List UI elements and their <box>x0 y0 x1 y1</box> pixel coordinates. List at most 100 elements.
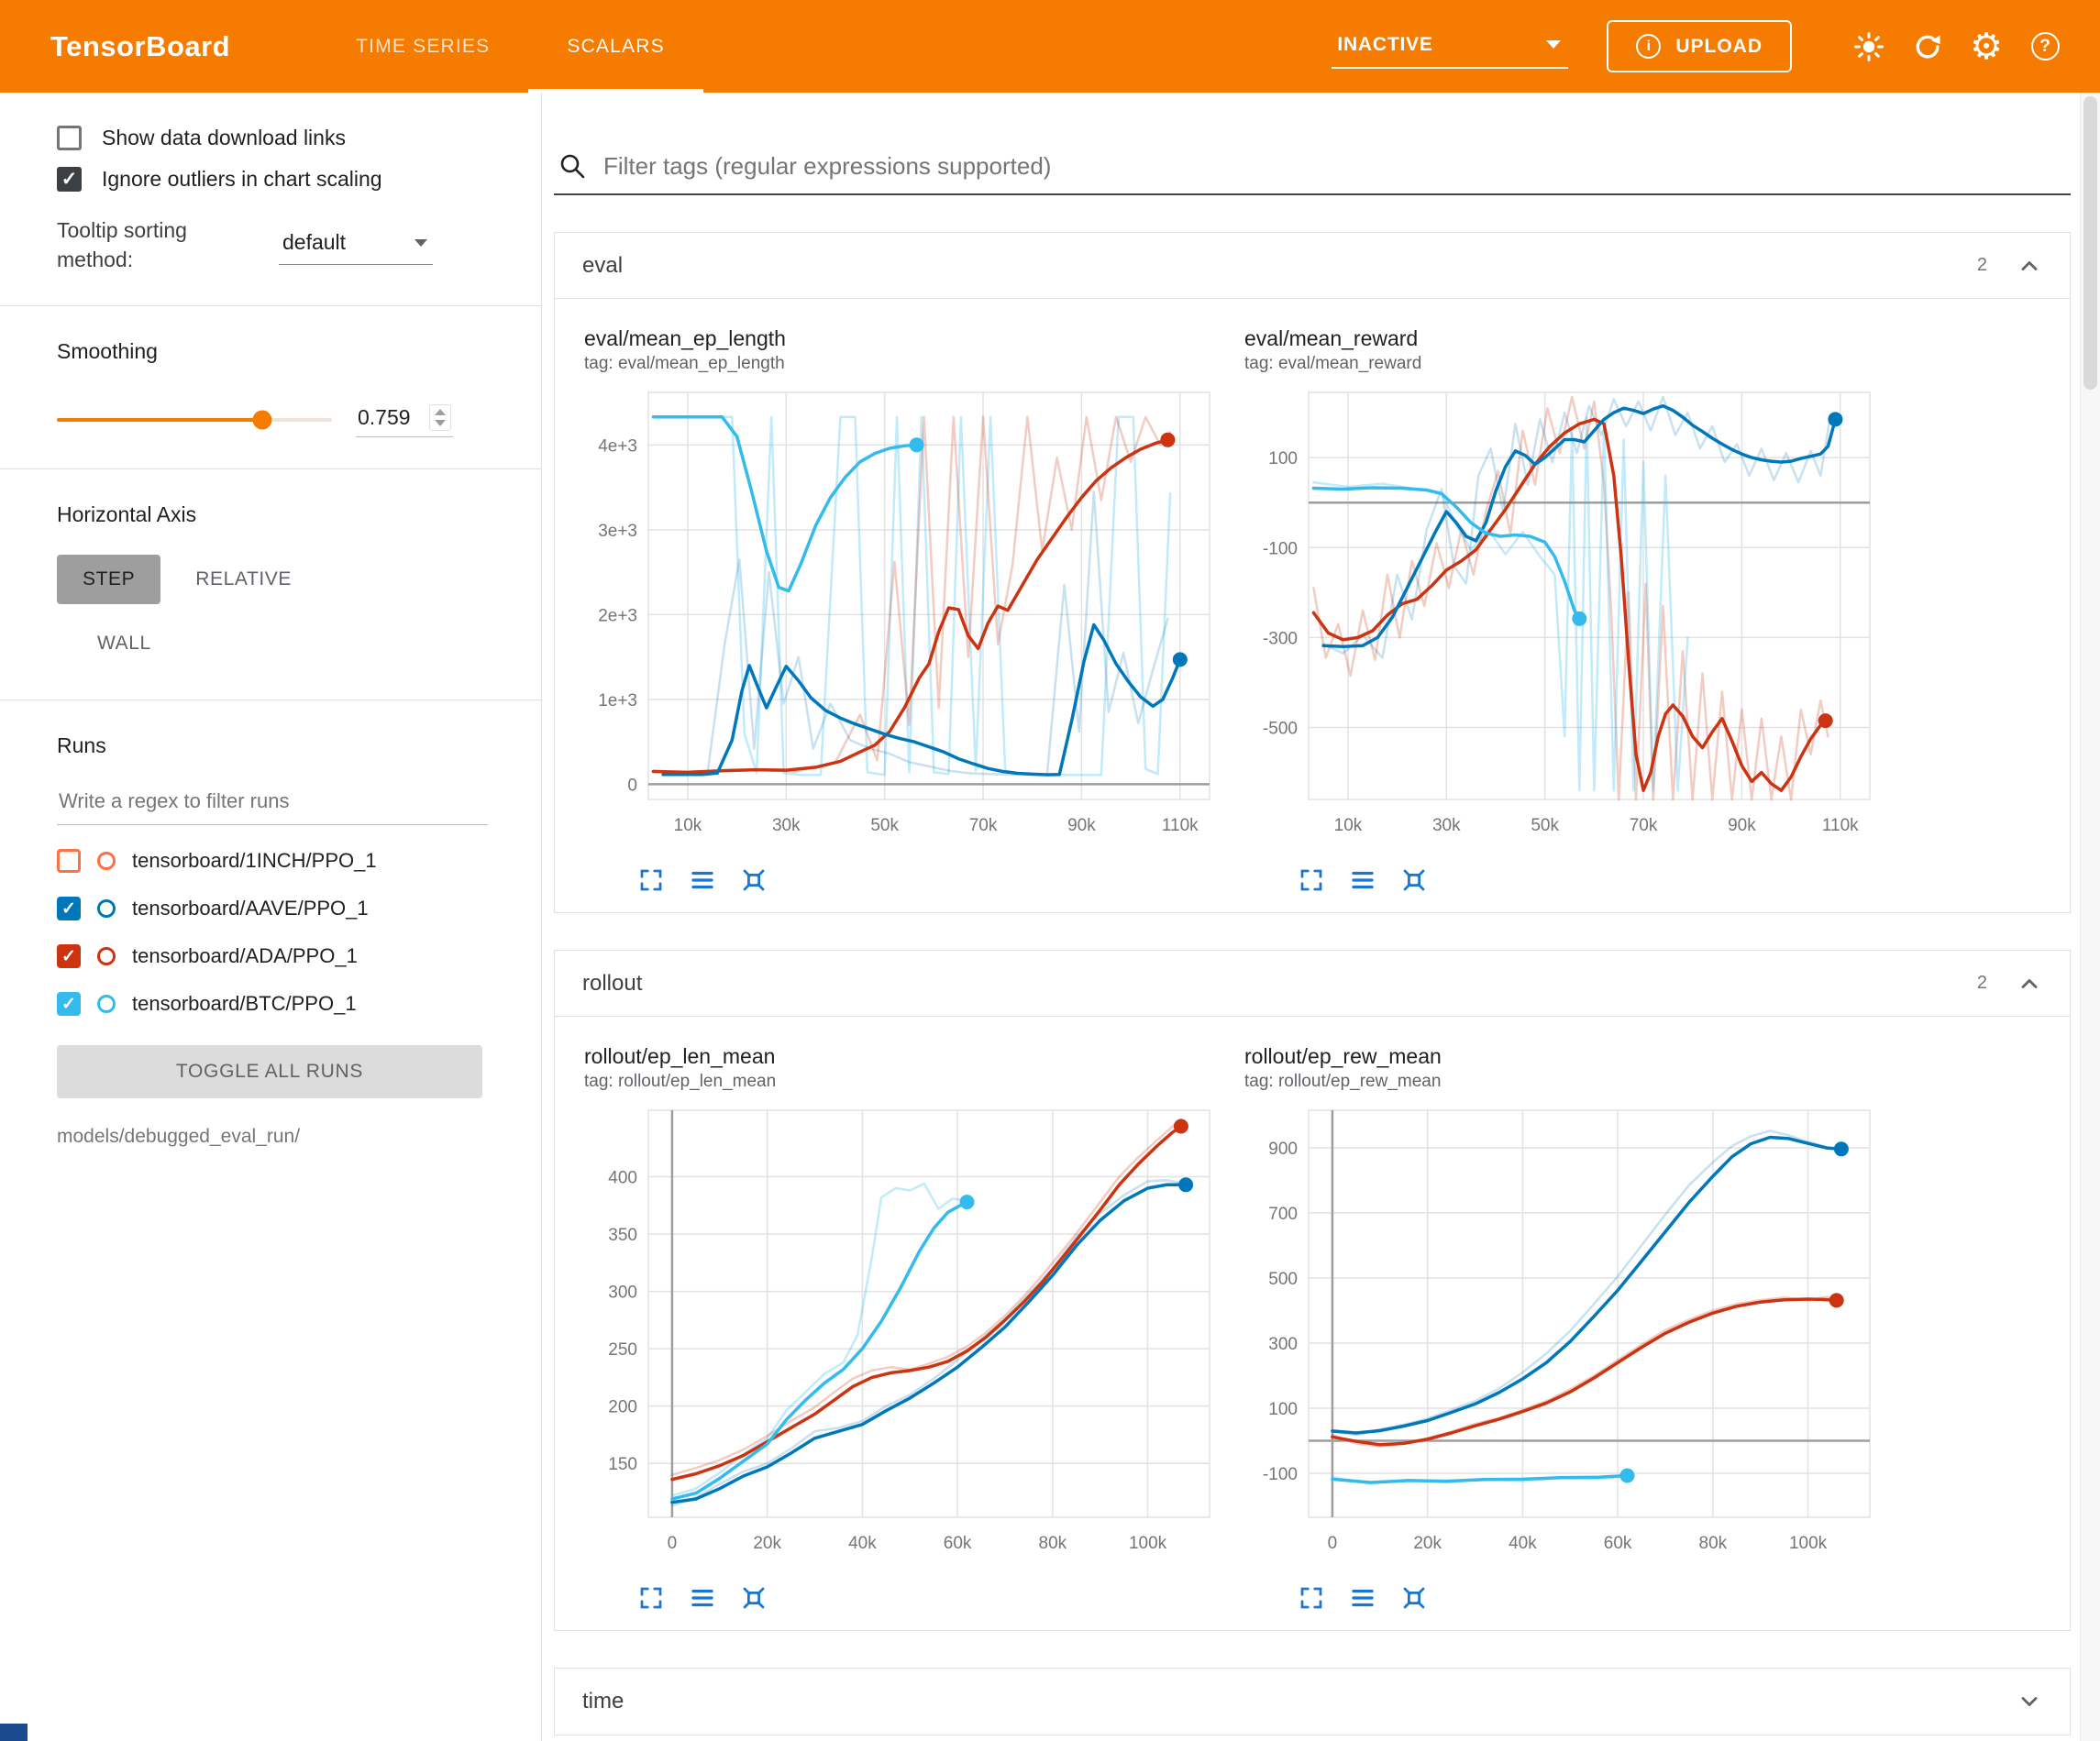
svg-text:1e+3: 1e+3 <box>598 691 637 711</box>
chart-title: eval/mean_ep_length <box>584 326 786 350</box>
divider <box>0 468 541 470</box>
smoothing-stepper[interactable] <box>429 404 451 432</box>
line-chart-plot[interactable]: 10k 30k 50k 70k 90k 110k 100 -100 -300 -500 <box>1235 381 1877 858</box>
axis-buttons-row: WALL <box>57 619 517 668</box>
expand-chart-button[interactable] <box>636 1582 667 1614</box>
refresh-button[interactable] <box>1898 17 1957 76</box>
svg-text:0: 0 <box>668 1534 678 1553</box>
header-actions: INACTIVE i UPLOAD <box>1332 17 2074 76</box>
card-header-eval[interactable]: eval 2 <box>555 233 2070 299</box>
card-body: rollout/ep_len_mean tag: rollout/ep_len_m… <box>555 1017 2070 1630</box>
chevron-up-icon[interactable] <box>2017 253 2042 279</box>
card-chart-count: 2 <box>1976 255 1987 275</box>
svg-text:100k: 100k <box>1789 1534 1828 1553</box>
toggle-all-runs-button[interactable]: TOGGLE ALL RUNS <box>57 1045 482 1099</box>
smoothing-slider[interactable] <box>57 410 332 430</box>
smoothing-slider-row <box>57 402 517 438</box>
expand-chart-button[interactable] <box>636 865 667 896</box>
upload-button[interactable]: i UPLOAD <box>1607 20 1792 72</box>
chevron-up-icon[interactable] <box>2017 971 2042 997</box>
checkbox-unchecked[interactable] <box>57 126 82 150</box>
run-checkbox-checked[interactable]: ✓ <box>57 944 81 969</box>
info-icon: i <box>1636 34 1662 59</box>
brightness-toggle-button[interactable] <box>1840 17 1898 76</box>
axis-button-step[interactable]: STEP <box>57 555 161 605</box>
chart-tag: tag: eval/mean_ep_length <box>584 354 785 373</box>
card-chart-count: 2 <box>1976 973 1987 993</box>
fit-domain-chart-button[interactable] <box>738 865 769 896</box>
svg-text:400: 400 <box>608 1169 637 1188</box>
fit-domain-icon <box>1403 1587 1425 1609</box>
run-checkbox-checked[interactable]: ✓ <box>57 992 81 1017</box>
help-icon: ? <box>2030 32 2060 61</box>
line-chart-plot[interactable]: 0 20k 40k 60k 80k 100k 150 200 250 300 350 400 <box>575 1099 1217 1576</box>
run-row[interactable]: ✓ tensorboard/ADA/PPO_1 <box>57 944 517 969</box>
stepper-down-icon[interactable] <box>435 420 446 427</box>
tab-time-series[interactable]: TIME SERIES <box>356 35 491 57</box>
svg-text:0: 0 <box>627 776 637 795</box>
expand-chart-button[interactable] <box>1296 865 1327 896</box>
card-header-time[interactable]: time <box>555 1669 2070 1735</box>
line-chart-plot[interactable]: 10k 30k 50k 70k 90k 110k 0 1e+3 2e+3 3e+3 4e+3 <box>575 381 1217 858</box>
chart-data-chart-button[interactable] <box>1347 865 1378 896</box>
fit-domain-chart-button[interactable] <box>1398 865 1430 896</box>
setting-checkbox-row[interactable]: Show data download links <box>57 126 517 150</box>
fit-domain-chart-button[interactable] <box>738 1582 769 1614</box>
run-color-circle <box>97 995 116 1014</box>
card-rollout: rollout 2 rollout/ep_len_mean tag: rollout/… <box>554 950 2071 1631</box>
fit-domain-icon <box>1403 869 1425 891</box>
tooltip-sorting-dropdown[interactable]: default <box>279 225 433 266</box>
svg-text:-300: -300 <box>1263 629 1298 648</box>
checkbox-checked[interactable]: ✓ <box>57 167 82 192</box>
tag-filter-input[interactable] <box>603 151 2067 181</box>
fit-domain-chart-button[interactable] <box>1398 1582 1430 1614</box>
svg-text:20k: 20k <box>753 1534 781 1553</box>
search-icon <box>560 154 585 179</box>
card-header-rollout[interactable]: rollout 2 <box>555 951 2070 1017</box>
setting-checkbox-row[interactable]: ✓ Ignore outliers in chart scaling <box>57 167 517 192</box>
run-row[interactable]: ✓ tensorboard/AAVE/PPO_1 <box>57 897 517 921</box>
chart-data-chart-button[interactable] <box>687 865 718 896</box>
run-row[interactable]: ✓ tensorboard/BTC/PPO_1 <box>57 992 517 1017</box>
smoothing-value-input[interactable] <box>358 405 424 431</box>
card-header-right: 2 <box>1977 971 2042 997</box>
expand-chart-button[interactable] <box>1296 1582 1327 1614</box>
run-label: tensorboard/1INCH/PPO_1 <box>132 849 377 873</box>
scrollbar-thumb[interactable] <box>2083 96 2097 390</box>
expand-icon <box>1300 869 1322 891</box>
smoothing-label: Smoothing <box>57 339 158 364</box>
settings-button[interactable]: ⚙ <box>1957 17 2016 76</box>
chevron-down-icon[interactable] <box>2017 1689 2042 1714</box>
tab-scalars[interactable]: SCALARS <box>528 0 704 93</box>
chart-data-chart-button[interactable] <box>687 1582 718 1614</box>
horizontal-axis-section: Horizontal Axis STEP RELATIVE WALL <box>0 469 541 700</box>
svg-text:80k: 80k <box>1039 1534 1067 1553</box>
axis-buttons-row: STEP RELATIVE <box>57 555 517 605</box>
line-chart-plot[interactable]: 0 20k 40k 60k 80k 100k -100 100 300 500 700 900 <box>1235 1099 1877 1576</box>
tooltip-sorting-label: Tooltip sorting method: <box>57 218 187 272</box>
svg-text:-100: -100 <box>1263 539 1298 558</box>
chart-eval-mean-ep-length: eval/mean_ep_length tag: eval/mean_ep_len… <box>575 323 1222 905</box>
svg-text:30k: 30k <box>1432 816 1461 835</box>
run-label: tensorboard/AAVE/PPO_1 <box>132 897 369 920</box>
chart-data-chart-button[interactable] <box>1347 1582 1378 1614</box>
axis-button-wall[interactable]: WALL <box>97 633 151 655</box>
app-title: TensorBoard <box>50 29 231 62</box>
help-button[interactable]: ? <box>2016 17 2074 76</box>
card-body: eval/mean_ep_length tag: eval/mean_ep_len… <box>555 299 2070 912</box>
stepper-up-icon[interactable] <box>435 409 446 416</box>
run-checkbox-unchecked[interactable] <box>57 849 81 874</box>
svg-text:150: 150 <box>608 1455 637 1474</box>
smoothing-slider-knob[interactable] <box>252 410 271 430</box>
run-checkbox-checked[interactable]: ✓ <box>57 897 81 921</box>
run-row[interactable]: tensorboard/1INCH/PPO_1 <box>57 849 517 874</box>
svg-text:50k: 50k <box>1531 816 1559 835</box>
status-dropdown[interactable]: INACTIVE <box>1332 25 1569 69</box>
axis-button-relative[interactable]: RELATIVE <box>195 568 293 590</box>
horizontal-axis-label: Horizontal Axis <box>57 502 197 527</box>
setting-checkbox-label: Ignore outliers in chart scaling <box>102 167 382 191</box>
vertical-scrollbar[interactable] <box>2080 93 2100 1741</box>
upload-button-label: UPLOAD <box>1675 35 1763 57</box>
runs-filter-input[interactable] <box>57 784 488 826</box>
setting-checkbox-label: Show data download links <box>102 126 346 149</box>
